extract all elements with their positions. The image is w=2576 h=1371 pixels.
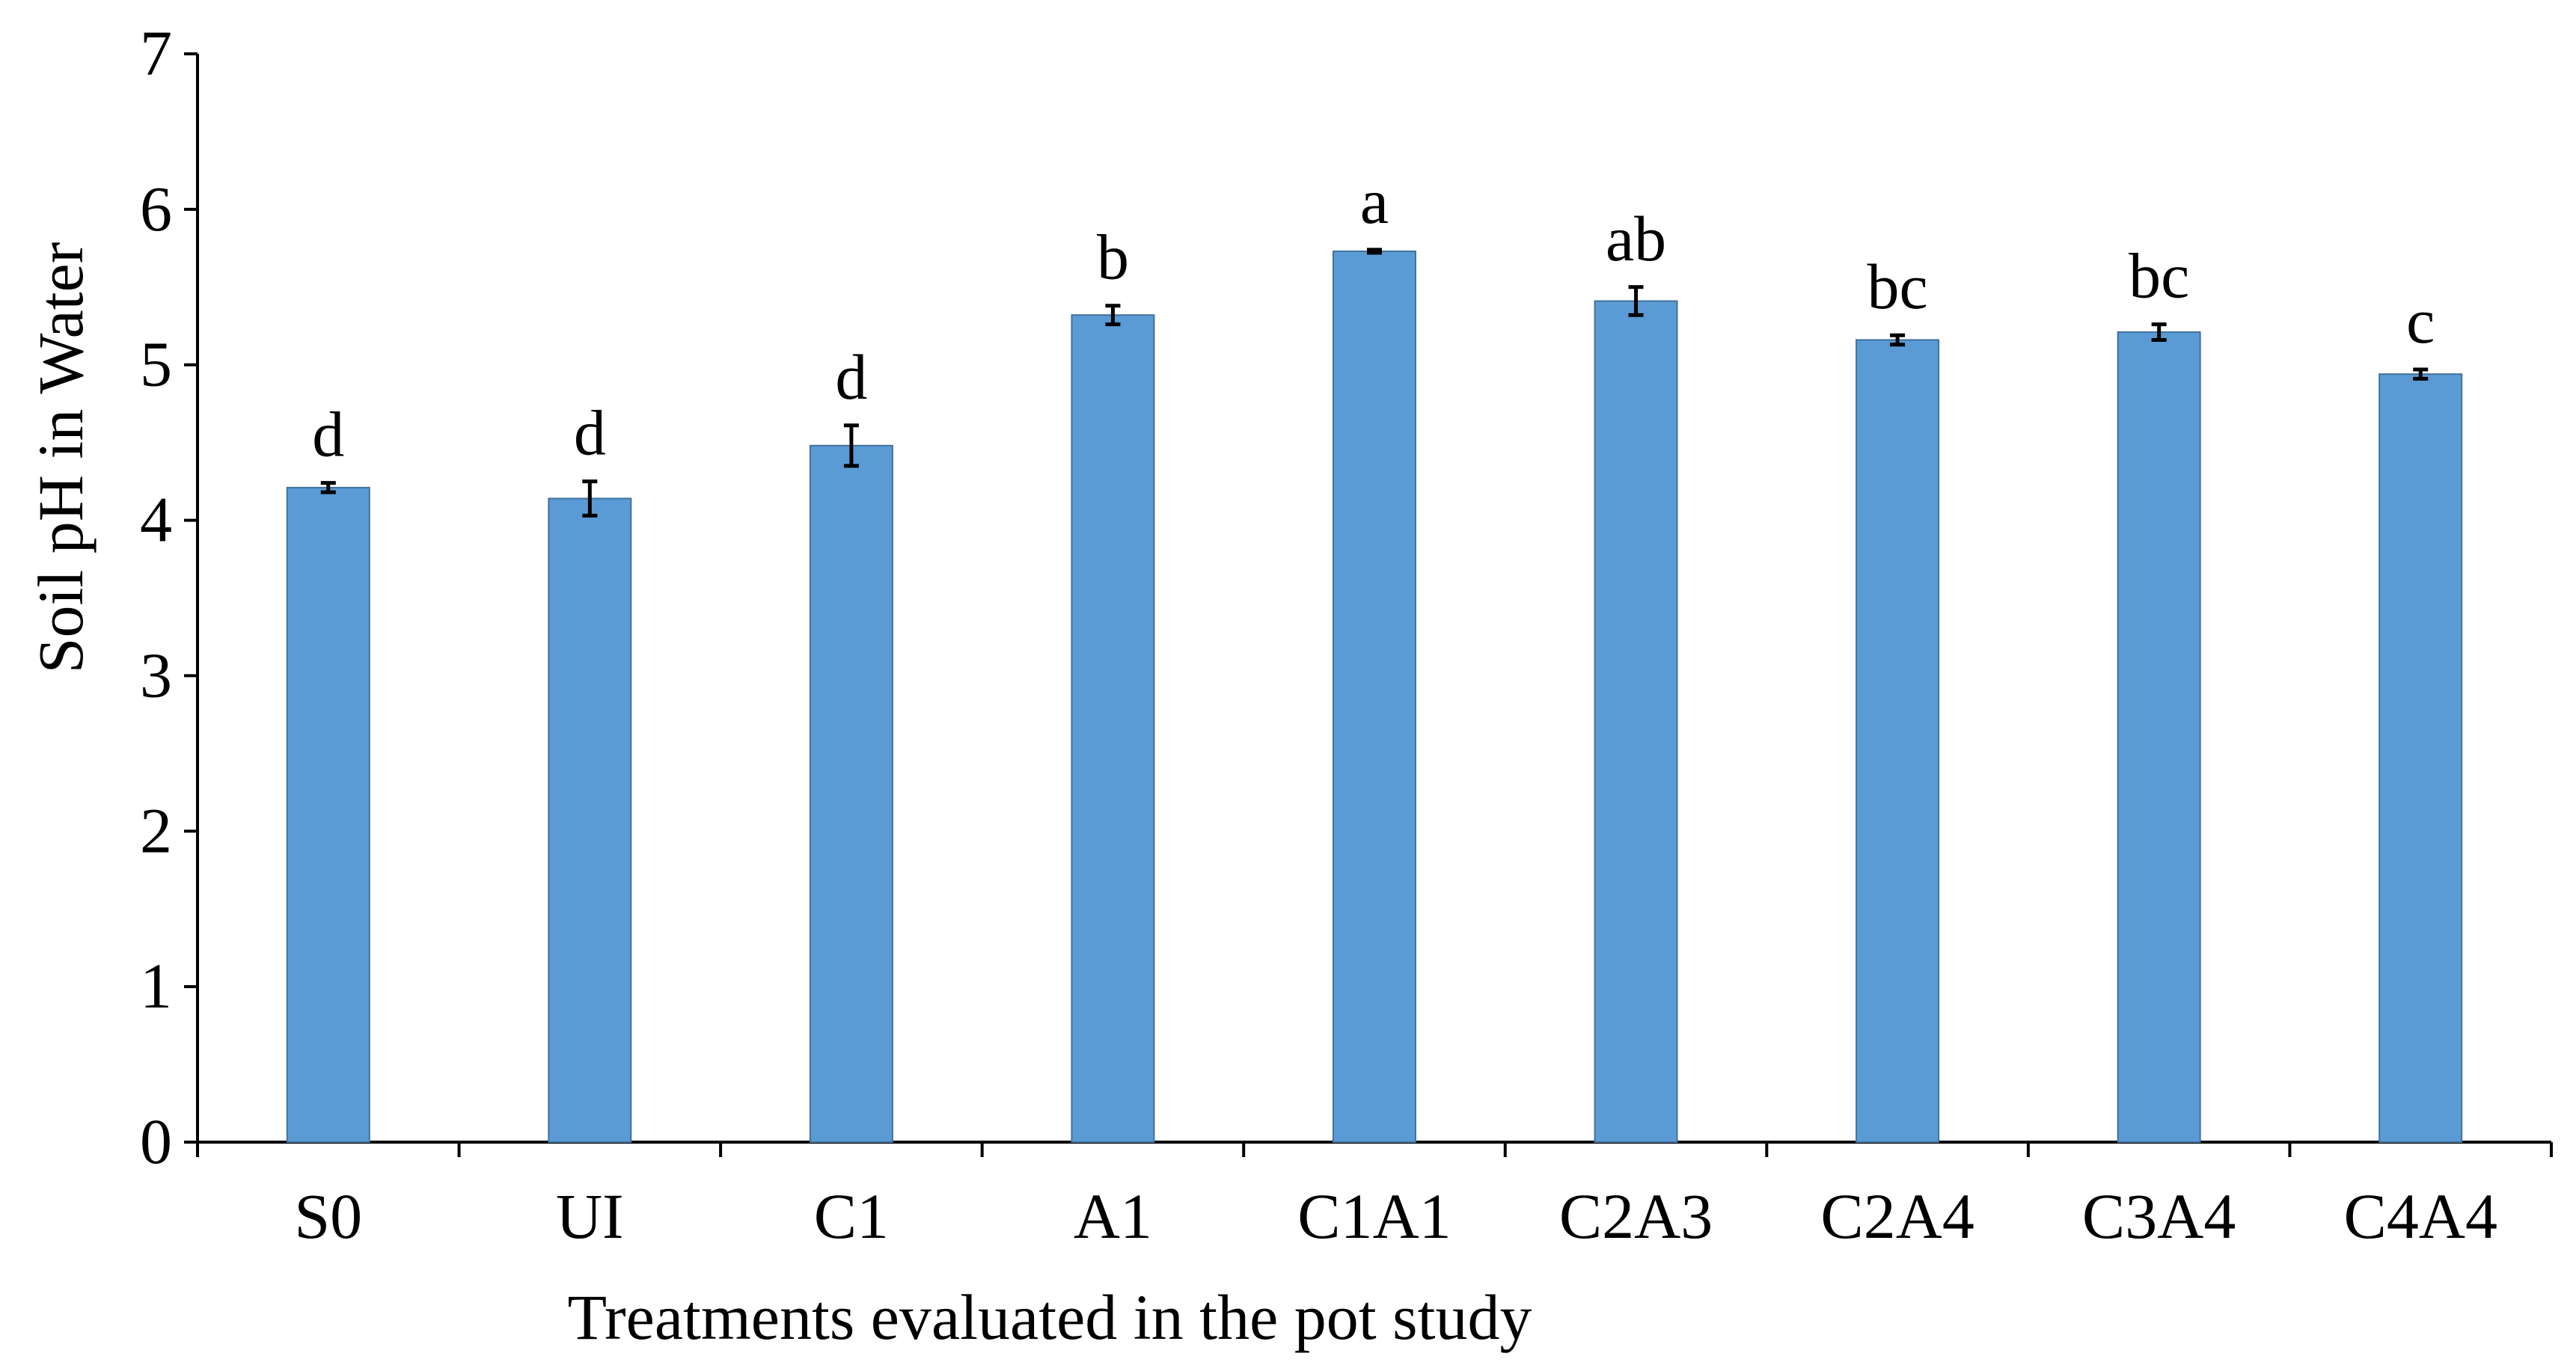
x-tick-label: C1A1 [1297,1180,1451,1252]
bar-c4a4 [2378,373,2463,1144]
x-tick-label: UI [556,1180,624,1252]
bar-c1a1 [1333,250,1416,1144]
significance-letter: ab [1606,203,1666,274]
x-tick-label: S0 [294,1180,362,1252]
significance-letter: bc [1867,251,1928,322]
y-tick-label: 4 [140,484,172,556]
bar-s0 [286,486,370,1143]
bar-c1 [809,444,893,1143]
bar-ui [548,497,632,1143]
y-axis: 0 1 2 3 4 5 6 7 [140,17,199,1177]
y-tick-label: 7 [140,17,172,89]
y-tick-label: 5 [140,328,172,400]
significance-letter: c [2406,285,2435,357]
bar-c3a4 [2117,331,2201,1143]
x-tick-label: A1 [1074,1180,1152,1252]
significance-letter: d [312,399,344,470]
bar-c2a3 [1594,300,1678,1144]
x-axis-title: Treatments evaluated in the pot study [568,1281,1532,1353]
bar-a1 [1071,314,1155,1144]
x-axis: S0 UI C1 A1 C1A1 C2A3 C2A4 C3A4 C4A4 [196,1141,2553,1252]
significance-letter: a [1360,165,1389,237]
y-axis-title: Soil pH in Water [25,242,97,674]
bar-c2a4 [1855,339,1940,1143]
x-tick-label: C2A4 [1820,1180,1974,1252]
significance-letter: b [1097,221,1129,293]
significance-letter: d [835,341,867,413]
y-tick-label: 2 [140,794,172,866]
significance-letter: d [574,397,606,469]
bar-series [286,250,2463,1144]
x-tick-label: C4A4 [2343,1180,2497,1252]
error-bars [320,248,2429,518]
x-tick-label: C1 [814,1180,889,1252]
y-tick-label: 3 [140,639,172,711]
y-tick-label: 1 [140,950,172,1022]
y-tick-label: 0 [140,1105,172,1177]
x-tick-label: C3A4 [2082,1180,2236,1252]
significance-letter: bc [2129,240,2189,312]
x-tick-label: C2A3 [1559,1180,1713,1252]
y-tick-label: 6 [140,173,172,245]
significance-letters: d d d b a ab bc bc c [312,165,2435,470]
